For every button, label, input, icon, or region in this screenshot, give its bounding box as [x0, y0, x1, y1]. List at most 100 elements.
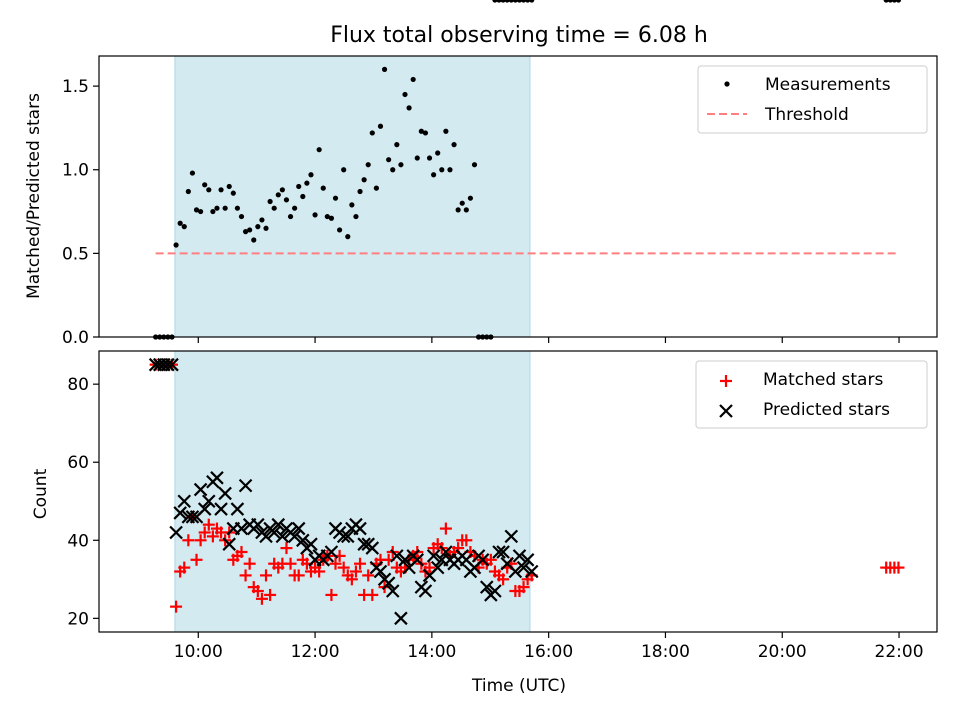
matched-stars-point: [329, 557, 342, 570]
matched-stars-point: [517, 581, 530, 594]
matched-stars-point: [239, 569, 252, 582]
measurements-point: [492, 0, 498, 3]
predicted-stars-point: [475, 553, 490, 567]
measurements-point: [431, 172, 437, 178]
measurements-point: [349, 202, 355, 208]
matched-stars-point: [345, 573, 358, 586]
bottom-panel-y-label: Count: [31, 468, 51, 519]
legend-label-threshold: Threshold: [764, 105, 849, 125]
matched-stars-point: [892, 561, 905, 574]
matched-stars-point: [292, 569, 305, 582]
measurements-point: [267, 198, 273, 205]
predicted-stars-point: [267, 525, 281, 540]
measurements-point: [316, 147, 322, 153]
measurements-point: [181, 224, 187, 230]
matched-stars-point: [423, 561, 436, 574]
measurements-point: [251, 237, 257, 243]
measurements-point: [320, 185, 326, 191]
matched-stars-point: [284, 557, 297, 570]
predicted-stars-point: [234, 521, 249, 536]
measurements-point: [435, 150, 441, 156]
legend-marker-matched-stars: [720, 375, 732, 387]
measurements-point: [353, 213, 359, 220]
predicted-stars-point: [357, 537, 371, 551]
matched-stars-point: [206, 530, 219, 543]
measurements-point: [895, 0, 902, 3]
y-tick-label: 1.5: [62, 77, 89, 97]
x-tick-label: 10:00: [174, 642, 223, 662]
measurements-point: [332, 195, 339, 201]
measurements-point: [308, 172, 314, 178]
y-tick-label: 0.5: [62, 244, 89, 264]
predicted-stars-point: [202, 494, 216, 509]
measurements-point: [512, 0, 518, 3]
legend-marker-measurements: [724, 81, 730, 87]
legend-label-matched-stars: Matched stars: [763, 370, 883, 390]
matched-stars-point: [313, 565, 326, 578]
measurements-point: [296, 183, 302, 190]
measurements-point: [426, 155, 433, 161]
predicted-stars-point: [210, 471, 224, 485]
matched-stars-point: [439, 522, 452, 535]
measurements-point: [202, 182, 208, 188]
bottom-panel-y-ticks: 20 40 60 80: [67, 375, 99, 629]
measurements-point: [361, 177, 367, 183]
predicted-stars-point: [238, 478, 253, 493]
matched-stars-point: [198, 526, 211, 539]
measurements-point: [275, 192, 281, 198]
predicted-stars-point: [373, 564, 388, 579]
measurements-point: [242, 229, 249, 235]
matched-stars-point: [484, 553, 497, 566]
predicted-stars-point: [439, 545, 453, 559]
measurements-point: [365, 162, 371, 168]
predicted-stars-point: [340, 529, 355, 544]
measurements-point: [271, 205, 277, 211]
measurements-point: [173, 242, 179, 248]
measurements-point: [373, 185, 379, 191]
matched-stars-point: [460, 534, 473, 547]
predicted-stars-point: [177, 494, 192, 509]
measurements-point: [226, 183, 232, 190]
predicted-stars-point: [496, 545, 510, 559]
predicted-stars-point: [512, 549, 527, 563]
predicted-stars-point: [169, 525, 183, 540]
top-panel-marks: [153, 0, 902, 340]
measurements-point: [185, 188, 191, 195]
predicted-stars-point: [479, 580, 494, 594]
top-panel-legend: Measurements Threshold: [697, 65, 928, 134]
predicted-stars-point: [381, 576, 396, 590]
predicted-stars-point: [287, 529, 302, 544]
measurements-point: [247, 227, 253, 233]
measurements-point: [402, 91, 408, 98]
measurements-point: [508, 0, 514, 3]
predicted-stars-point: [520, 553, 535, 567]
measurements-point: [255, 224, 261, 230]
measurements-point: [214, 205, 220, 211]
predicted-stars-point: [296, 533, 310, 548]
measurements-point: [189, 170, 196, 176]
matched-stars-point: [362, 569, 375, 582]
x-tick-label: 16:00: [524, 642, 573, 662]
predicted-stars-point: [271, 517, 286, 532]
measurements-point: [263, 225, 269, 231]
matched-stars-point: [264, 588, 277, 601]
matched-stars-point: [178, 561, 191, 574]
predicted-stars-point: [218, 486, 232, 501]
measurements-point: [496, 0, 502, 3]
measurements-point: [238, 213, 245, 220]
x-tick-label: 18:00: [641, 642, 690, 662]
predicted-stars-point: [516, 560, 531, 575]
bottom-panel-legend: Matched stars Predicted stars: [695, 360, 928, 429]
predicted-stars-point: [508, 564, 523, 579]
predicted-stars-point: [410, 553, 425, 567]
measurements-point: [345, 234, 351, 240]
predicted-stars-point: [185, 510, 200, 524]
matched-stars-point: [280, 542, 293, 555]
matched-stars-point: [243, 557, 256, 570]
measurements-point: [193, 207, 200, 213]
measurements-point: [381, 66, 388, 72]
matched-stars-point: [349, 565, 362, 578]
y-tick-label: 40: [67, 531, 89, 551]
matched-stars-point: [260, 569, 273, 582]
measurements-point: [529, 0, 535, 3]
